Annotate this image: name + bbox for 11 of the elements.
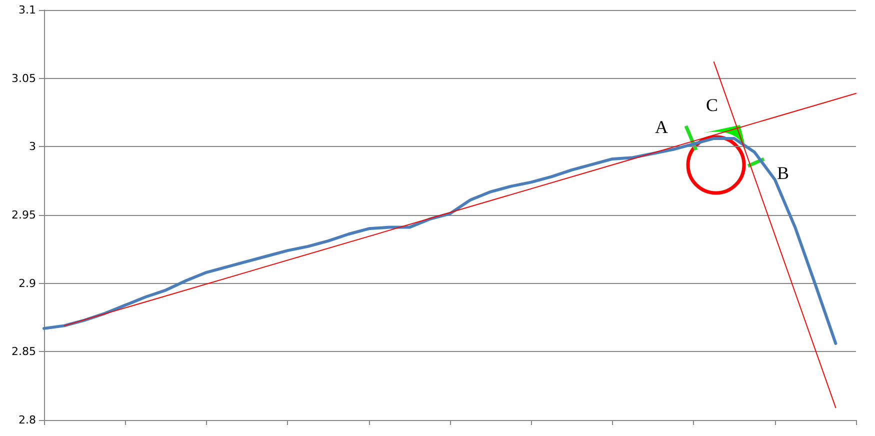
y-tick-label: 2.95 [12, 208, 36, 222]
y-tick-label: 2.9 [18, 276, 36, 290]
y-tick-label: 2.8 [18, 414, 36, 426]
y-tick-label: 3.05 [12, 72, 36, 85]
y-tick-label: 2.85 [12, 345, 36, 358]
annotation: C [706, 95, 718, 115]
annotation: B [777, 163, 790, 183]
line-series [42, 136, 838, 345]
annotation: A [655, 117, 668, 137]
y-tick-label: 3.1 [18, 4, 36, 16]
y-tick-label: 3 [29, 140, 36, 154]
